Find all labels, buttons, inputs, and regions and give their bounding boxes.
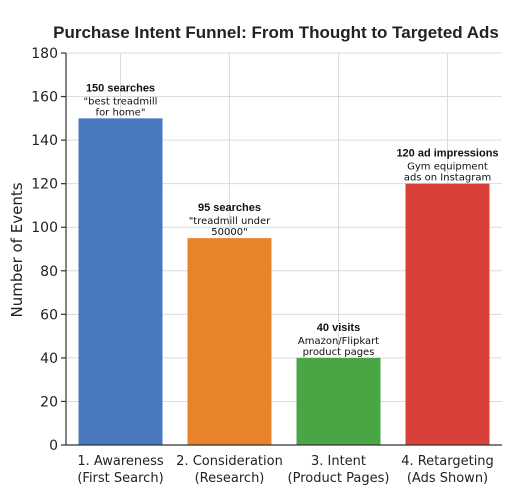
y-tick-label: 140 xyxy=(31,133,58,149)
y-tick-label: 0 xyxy=(49,438,58,454)
x-category-label: (Research) xyxy=(195,471,265,486)
bar-layer xyxy=(78,118,490,445)
x-category-label: 1. Awareness xyxy=(77,454,164,469)
y-axis-label: Number of Events xyxy=(8,182,26,317)
bar-annotation-text: Amazon/Flipkart xyxy=(298,336,379,347)
y-tick-label: 60 xyxy=(40,307,58,323)
axis-layer: 0 20 40 60 80 100 120 140 160 180 1. Awareness (Fir… xyxy=(31,46,502,486)
bar-annotation-text: "treadmill under xyxy=(189,216,271,227)
bar-annotation-title: 40 visits xyxy=(317,322,360,334)
bar-annotation-text: ads on Instagram xyxy=(404,173,491,184)
y-tick-label: 80 xyxy=(40,264,58,280)
x-category-label: (Product Pages) xyxy=(288,471,390,486)
y-tick-label: 160 xyxy=(31,90,58,106)
x-category-label: 4. Retargeting xyxy=(401,454,494,469)
bar-annotation-title: 150 searches xyxy=(86,82,155,94)
bar xyxy=(296,357,381,445)
x-category-label: (First Search) xyxy=(77,471,163,486)
bar-annotation-text: 50000" xyxy=(211,227,247,238)
bar-annotation-title: 120 ad impressions xyxy=(396,148,498,160)
bar-annotation-text: for home" xyxy=(96,107,146,118)
bar-annotation-title: 95 searches xyxy=(198,202,261,214)
y-tick-label: 20 xyxy=(40,394,58,410)
x-category-label: (Ads Shown) xyxy=(407,471,488,486)
bar-annotation-text: "best treadmill xyxy=(84,96,158,107)
bar-annotation-text: Gym equipment xyxy=(407,162,488,173)
x-category-label: 3. Intent xyxy=(311,454,366,469)
y-tick-label: 100 xyxy=(31,220,58,236)
chart-title: Purchase Intent Funnel: From Thought to … xyxy=(53,23,499,42)
bar-annotation-text: product pages xyxy=(303,347,375,358)
bar xyxy=(187,238,272,445)
y-tick-label: 40 xyxy=(40,351,58,367)
x-category-label: 2. Consideration xyxy=(176,454,283,469)
bar xyxy=(78,118,163,445)
y-tick-label: 180 xyxy=(31,46,58,62)
bar xyxy=(405,183,490,445)
y-tick-label: 120 xyxy=(31,177,58,193)
